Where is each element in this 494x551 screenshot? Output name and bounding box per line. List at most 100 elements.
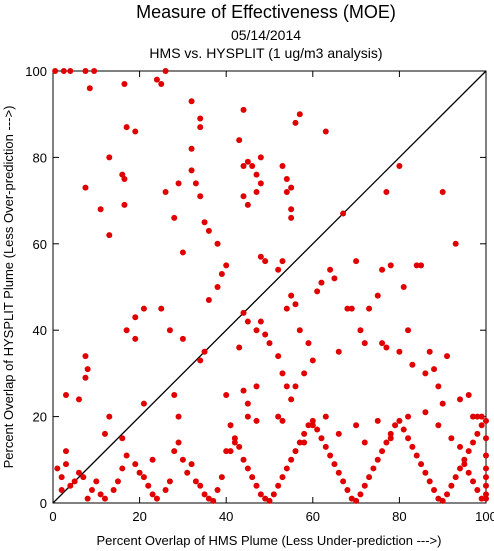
data-point xyxy=(197,482,204,489)
data-point xyxy=(82,68,89,74)
data-point xyxy=(262,331,269,338)
data-point xyxy=(257,154,264,161)
data-point xyxy=(340,478,347,485)
data-point xyxy=(483,452,489,459)
data-point xyxy=(452,240,459,247)
data-point xyxy=(62,461,69,468)
data-point xyxy=(335,469,342,476)
data-point xyxy=(192,180,199,187)
data-point xyxy=(344,305,351,312)
data-point xyxy=(288,184,295,191)
data-point xyxy=(158,305,165,312)
y-tick-label: 20 xyxy=(33,410,47,425)
x-axis: 0 20 40 60 80 100 xyxy=(49,71,494,524)
data-point xyxy=(465,448,472,455)
chart-date: 05/14/2014 xyxy=(231,27,301,43)
data-point xyxy=(361,482,368,489)
data-point xyxy=(93,478,100,485)
data-point xyxy=(106,413,113,420)
data-point xyxy=(361,439,368,446)
data-point xyxy=(383,344,390,351)
data-point xyxy=(478,422,485,429)
data-point xyxy=(240,309,247,316)
data-point xyxy=(123,452,130,459)
data-point xyxy=(288,292,295,299)
y-tick-label: 80 xyxy=(33,150,47,165)
data-point xyxy=(244,413,251,420)
data-point xyxy=(322,413,329,420)
data-point xyxy=(71,478,78,485)
data-point xyxy=(145,482,152,489)
data-point xyxy=(121,176,128,182)
data-point xyxy=(86,85,93,92)
data-point xyxy=(318,435,325,442)
data-point xyxy=(418,262,425,269)
data-point xyxy=(54,465,61,472)
data-point xyxy=(121,201,128,208)
data-point xyxy=(387,262,394,269)
data-point xyxy=(275,482,282,489)
data-point xyxy=(292,448,299,455)
data-point xyxy=(296,439,303,446)
data-point xyxy=(396,348,403,355)
data-point xyxy=(140,305,147,312)
data-point xyxy=(223,262,230,269)
data-point xyxy=(121,80,128,87)
data-point xyxy=(283,188,290,195)
data-point xyxy=(106,154,113,161)
data-point xyxy=(318,279,325,286)
data-point xyxy=(413,262,420,269)
data-point xyxy=(210,497,217,504)
data-point xyxy=(119,465,126,472)
data-point xyxy=(140,474,147,481)
data-point xyxy=(426,348,433,355)
data-point xyxy=(288,396,295,403)
y-tick-label: 100 xyxy=(25,64,47,79)
data-point xyxy=(240,193,247,200)
data-point xyxy=(253,482,260,489)
data-point xyxy=(422,409,429,416)
data-point xyxy=(253,188,260,195)
x-axis-label: Percent Overlap of HMS Plume (Less Under… xyxy=(97,533,442,548)
x-tick-label: 60 xyxy=(306,509,320,524)
data-point xyxy=(123,327,130,334)
data-point xyxy=(301,439,308,446)
data-point xyxy=(483,495,489,502)
data-point xyxy=(288,214,295,221)
data-point xyxy=(84,495,91,502)
data-point xyxy=(418,461,425,468)
data-point xyxy=(331,461,338,468)
data-point xyxy=(188,167,195,174)
data-point xyxy=(201,491,208,498)
data-point xyxy=(175,439,182,446)
data-point xyxy=(214,284,221,290)
data-point xyxy=(257,180,264,187)
data-point xyxy=(214,240,221,247)
data-point xyxy=(465,469,472,476)
data-point xyxy=(197,115,204,122)
data-point xyxy=(279,163,286,170)
data-point xyxy=(292,119,299,126)
data-point xyxy=(114,478,121,485)
data-point xyxy=(236,137,243,144)
data-point xyxy=(132,461,139,468)
data-point xyxy=(67,68,74,74)
data-point xyxy=(171,392,178,398)
data-point xyxy=(253,417,260,424)
data-point xyxy=(82,184,89,191)
data-point xyxy=(75,396,82,403)
data-point xyxy=(227,448,234,455)
data-point xyxy=(257,253,264,260)
data-point xyxy=(231,439,238,446)
data-point xyxy=(483,482,489,489)
data-point xyxy=(474,487,481,494)
data-point xyxy=(426,478,433,485)
data-point xyxy=(97,491,104,498)
y-tick-label: 40 xyxy=(33,323,47,338)
data-point xyxy=(136,469,143,476)
data-point xyxy=(478,413,485,420)
data-point xyxy=(444,353,451,360)
data-point xyxy=(452,474,459,481)
data-point xyxy=(483,474,489,481)
data-point xyxy=(409,361,416,368)
